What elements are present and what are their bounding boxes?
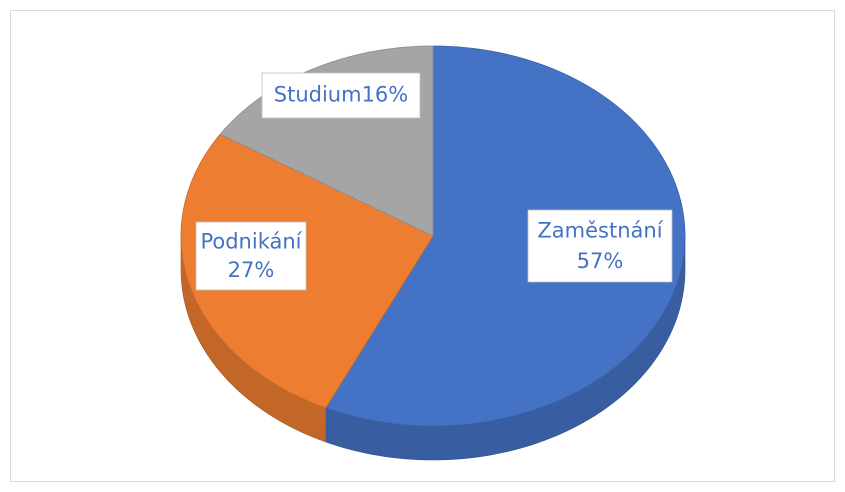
- data-label-category: Zaměstnání: [537, 219, 663, 243]
- data-label-value: 16%: [362, 83, 409, 107]
- data-label-box: [527, 209, 673, 283]
- data-label-box: [261, 72, 421, 119]
- data-label-value: 27%: [228, 258, 275, 282]
- data-label: Studium16%: [274, 83, 409, 107]
- data-label-category: Studium: [274, 83, 362, 107]
- data-label-value: 57%: [577, 249, 624, 273]
- data-label-category: Podnikání: [200, 229, 302, 253]
- slice: [325, 45, 686, 427]
- data-label-box: [195, 221, 307, 291]
- slice: [180, 133, 434, 409]
